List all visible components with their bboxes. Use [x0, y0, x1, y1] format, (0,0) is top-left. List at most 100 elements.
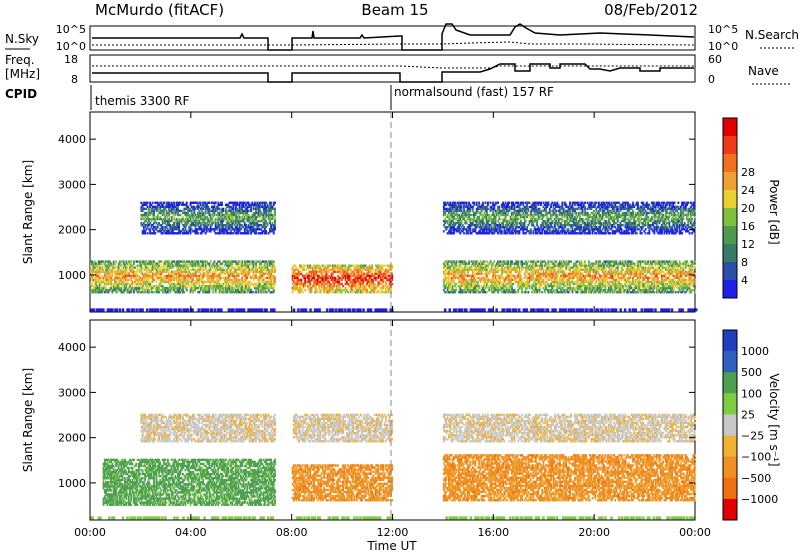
- data-cell: [643, 286, 646, 290]
- data-cell: [630, 260, 633, 263]
- data-cell: [468, 288, 470, 292]
- data-cell: [681, 280, 683, 284]
- data-cell: [639, 262, 642, 265]
- data-cell: [144, 291, 147, 294]
- data-cell: [456, 268, 459, 271]
- data-cell: [585, 284, 588, 288]
- data-cell: [374, 268, 377, 271]
- data-cell: [258, 274, 261, 278]
- data-cell: [328, 270, 331, 273]
- data-cell: [524, 268, 527, 271]
- data-cell: [546, 282, 549, 286]
- data-cell: [189, 286, 192, 290]
- data-cell: [348, 284, 351, 288]
- data-cell: [228, 268, 231, 271]
- data-cell: [117, 270, 120, 273]
- data-cell: [649, 260, 652, 263]
- data-cell: [528, 286, 531, 290]
- data-cell: [509, 282, 512, 286]
- data-cell: [332, 272, 334, 275]
- data-cell: [377, 266, 380, 269]
- data-cell: [178, 232, 181, 235]
- data-cell: [616, 268, 619, 271]
- data-cell: [306, 286, 309, 290]
- data-cell: [589, 278, 591, 282]
- data-cell: [505, 282, 508, 286]
- data-cell: [144, 276, 147, 280]
- data-cell: [618, 280, 620, 284]
- data-cell: [168, 272, 170, 275]
- data-cell: [489, 268, 492, 271]
- data-cell: [148, 219, 150, 223]
- data-cell: [166, 222, 169, 225]
- data-cell: [671, 268, 673, 271]
- data-cell: [257, 266, 260, 269]
- data-cell: [511, 262, 513, 265]
- data-cell: [146, 291, 149, 294]
- data-cell: [453, 274, 455, 278]
- data-cell: [149, 213, 152, 217]
- data-cell: [183, 278, 186, 282]
- data-cell: [654, 274, 657, 278]
- data-cell: [159, 209, 162, 213]
- data-cell: [357, 270, 360, 273]
- data-cell: [494, 264, 497, 267]
- data-cell: [219, 286, 222, 290]
- data-cell: [323, 291, 326, 294]
- data-cell: [518, 272, 521, 275]
- data-cell: [634, 274, 637, 278]
- data-cell: [98, 260, 101, 263]
- data-cell: [173, 232, 176, 235]
- data-cell: [563, 264, 566, 267]
- data-cell: [349, 291, 352, 294]
- data-cell: [560, 270, 562, 273]
- data-cell: [168, 205, 170, 209]
- data-cell: [101, 278, 104, 282]
- data-cell: [482, 262, 484, 265]
- data-cell: [170, 280, 173, 284]
- data-cell: [595, 280, 598, 284]
- data-cell: [487, 276, 489, 280]
- data-cell: [368, 274, 371, 278]
- data-cell: [179, 278, 182, 282]
- data-cell: [321, 274, 324, 278]
- data-cell: [379, 282, 382, 286]
- data-cell: [649, 284, 652, 288]
- data-cell: [182, 201, 184, 204]
- data-cell: [599, 264, 602, 267]
- data-cell: [449, 286, 452, 290]
- data-cell: [633, 270, 636, 273]
- data-cell: [604, 291, 607, 294]
- data-cell: [469, 268, 472, 271]
- data-cell: [198, 284, 201, 288]
- data-cell: [161, 288, 164, 292]
- data-cell: [504, 284, 507, 288]
- data-cell: [272, 291, 275, 294]
- data-cell: [580, 268, 583, 271]
- data-cell: [582, 291, 585, 294]
- data-cell: [194, 260, 197, 263]
- data-cell: [151, 232, 154, 235]
- data-cell: [664, 282, 667, 286]
- data-cell: [603, 288, 605, 292]
- data-cell: [547, 291, 550, 294]
- data-cell: [180, 268, 183, 271]
- data-cell: [691, 260, 694, 263]
- data-cell: [540, 262, 542, 265]
- data-cell: [337, 264, 339, 267]
- data-cell: [175, 209, 178, 213]
- data-cell: [597, 272, 600, 275]
- data-cell: [194, 226, 197, 229]
- data-cell: [319, 288, 322, 292]
- data-cell: [677, 268, 680, 271]
- data-cell: [175, 264, 178, 267]
- data-cell: [269, 260, 271, 263]
- data-cell: [177, 262, 179, 265]
- data-cell: [144, 215, 147, 219]
- data-cell: [493, 282, 496, 286]
- data-cell: [686, 260, 689, 263]
- data-cell: [644, 274, 647, 278]
- data-cell: [105, 278, 107, 282]
- data-cell: [667, 286, 670, 290]
- data-cell: [108, 276, 111, 280]
